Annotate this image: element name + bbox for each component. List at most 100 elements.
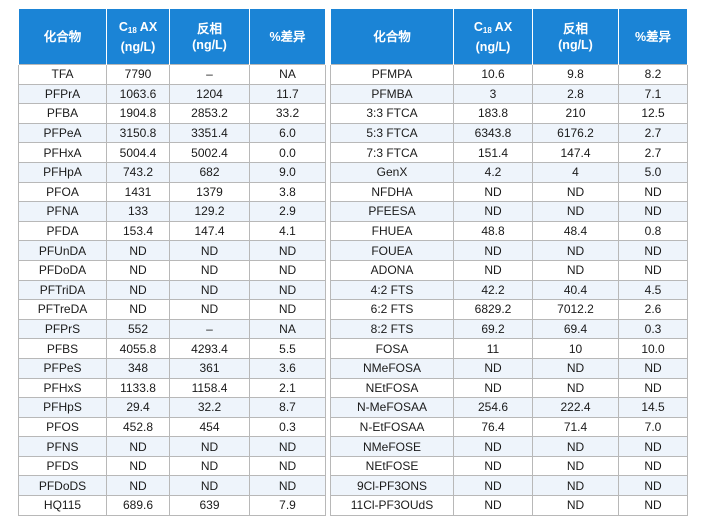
table-row: PFHxS 1133.8 1158.4 2.1 bbox=[18, 377, 326, 399]
cell-reversed-phase: 40.4 bbox=[532, 279, 619, 301]
cell-compound: PFNA bbox=[18, 201, 107, 222]
cell-c18-ax: ND bbox=[106, 475, 170, 497]
right-table-body: PFMPA 10.6 9.8 8.2 PFMBA 3 2.8 7.1 3:3 FTCA 183.8… bbox=[330, 64, 688, 516]
cell-reversed-phase: 1379 bbox=[169, 181, 250, 203]
table-row: PFNS ND ND ND bbox=[18, 436, 326, 457]
cell-compound: PFEESA bbox=[330, 201, 454, 222]
table-row: PFTreDA ND ND ND bbox=[18, 299, 326, 320]
cell-percent-diff: ND bbox=[249, 240, 326, 261]
table-row: NMeFOSA ND ND ND bbox=[330, 357, 688, 379]
cell-c18-ax: ND bbox=[453, 495, 533, 516]
table-row: NEtFOSE ND ND ND bbox=[330, 455, 688, 477]
cell-compound: PFDA bbox=[18, 220, 107, 242]
cell-reversed-phase: ND bbox=[169, 455, 250, 477]
table-row: 6:2 FTS 6829.2 7012.2 2.6 bbox=[330, 299, 688, 320]
table-row: 5:3 FTCA 6343.8 6176.2 2.7 bbox=[330, 122, 688, 144]
table-row: PFUnDA ND ND ND bbox=[18, 240, 326, 261]
table-row: PFMPA 10.6 9.8 8.2 bbox=[330, 64, 688, 85]
table-row: PFMBA 3 2.8 7.1 bbox=[330, 83, 688, 105]
cell-reversed-phase: 9.8 bbox=[532, 64, 619, 85]
cell-reversed-phase: ND bbox=[532, 259, 619, 281]
table-row: PFNA 133 129.2 2.9 bbox=[18, 201, 326, 222]
table-row: PFPrS 552– NA bbox=[18, 318, 326, 340]
cell-c18-ax: 4.2 bbox=[453, 161, 533, 183]
cell-reversed-phase: ND bbox=[169, 240, 250, 261]
table-row: NFDHA ND ND ND bbox=[330, 181, 688, 203]
cell-c18-ax: 42.2 bbox=[453, 279, 533, 301]
cell-compound: PFMPA bbox=[330, 64, 454, 85]
cell-reversed-phase: ND bbox=[169, 259, 250, 281]
cell-c18-ax: ND bbox=[453, 436, 533, 457]
cell-reversed-phase: ND bbox=[532, 475, 619, 497]
cell-percent-diff: 9.0 bbox=[249, 161, 326, 183]
cell-percent-diff: 0.3 bbox=[249, 416, 326, 438]
cell-c18-ax: 348 bbox=[106, 357, 170, 379]
cell-c18-ax: 151.4 bbox=[453, 142, 533, 163]
cell-reversed-phase: 147.4 bbox=[169, 220, 250, 242]
header-compound: 化合物 bbox=[330, 9, 454, 65]
table-row: TFA 7790– NA bbox=[18, 64, 326, 85]
cell-percent-diff: ND bbox=[249, 436, 326, 457]
cell-reversed-phase: 10 bbox=[532, 338, 619, 359]
cell-reversed-phase: 69.4 bbox=[532, 318, 619, 340]
table-row: PFTriDA ND ND ND bbox=[18, 279, 326, 301]
cell-reversed-phase: 682 bbox=[169, 161, 250, 183]
cell-percent-diff: ND bbox=[249, 259, 326, 281]
cell-compound: 7:3 FTCA bbox=[330, 142, 454, 163]
cell-compound: N-MeFOSAA bbox=[330, 397, 454, 418]
cell-percent-diff: ND bbox=[249, 475, 326, 497]
cell-percent-diff: 7.0 bbox=[618, 416, 688, 438]
cell-c18-ax: 1431 bbox=[106, 181, 170, 203]
cell-compound: PFOA bbox=[18, 181, 107, 203]
cell-reversed-phase: 4 bbox=[532, 161, 619, 183]
cell-reversed-phase: 71.4 bbox=[532, 416, 619, 438]
table-row: PFBS 4055.8 4293.4 5.5 bbox=[18, 338, 326, 359]
table-row: PFDoDS ND ND ND bbox=[18, 475, 326, 497]
cell-reversed-phase: ND bbox=[532, 436, 619, 457]
cell-percent-diff: ND bbox=[618, 240, 688, 261]
table-row: ADONA ND ND ND bbox=[330, 259, 688, 281]
cell-percent-diff: ND bbox=[618, 495, 688, 516]
cell-reversed-phase: 32.2 bbox=[169, 397, 250, 418]
cell-percent-diff: 0.8 bbox=[618, 220, 688, 242]
table-row: PFDA 153.4 147.4 4.1 bbox=[18, 220, 326, 242]
cell-c18-ax: 76.4 bbox=[453, 416, 533, 438]
header-percent-diff: %差异 bbox=[249, 9, 326, 65]
header-c18-ax: C18 AX (ng/L) bbox=[106, 9, 170, 65]
table-row: PFOA 1431 1379 3.8 bbox=[18, 181, 326, 203]
cell-c18-ax: 183.8 bbox=[453, 103, 533, 124]
cell-percent-diff: 11.7 bbox=[249, 83, 326, 105]
cell-reversed-phase: ND bbox=[532, 357, 619, 379]
cell-percent-diff: ND bbox=[249, 455, 326, 477]
table-row: PFPrA 1063.6 1204 11.7 bbox=[18, 83, 326, 105]
cell-c18-ax: 552 bbox=[106, 318, 170, 340]
cell-c18-ax: 10.6 bbox=[453, 64, 533, 85]
cell-reversed-phase: – bbox=[169, 64, 250, 85]
right-table-header: 化合物 C18 AX (ng/L) 反相 (ng/L) %差异 bbox=[330, 9, 688, 65]
cell-percent-diff: 5.5 bbox=[249, 338, 326, 359]
cell-c18-ax: ND bbox=[453, 455, 533, 477]
cell-c18-ax: 29.4 bbox=[106, 397, 170, 418]
cell-percent-diff: 14.5 bbox=[618, 397, 688, 418]
left-data-table: 化合物 C18 AX (ng/L) 反相 (ng/L) %差异 TFA 7790– NA… bbox=[18, 9, 326, 516]
cell-compound: 9Cl-PF3ONS bbox=[330, 475, 454, 497]
cell-compound: FOSA bbox=[330, 338, 454, 359]
cell-c18-ax: 153.4 bbox=[106, 220, 170, 242]
cell-reversed-phase: ND bbox=[532, 455, 619, 477]
cell-reversed-phase: ND bbox=[532, 377, 619, 399]
cell-compound: PFHxS bbox=[18, 377, 107, 399]
header-compound: 化合物 bbox=[18, 9, 107, 65]
left-table-header: 化合物 C18 AX (ng/L) 反相 (ng/L) %差异 bbox=[18, 9, 326, 65]
cell-compound: PFBA bbox=[18, 103, 107, 124]
cell-c18-ax: 5004.4 bbox=[106, 142, 170, 163]
cell-percent-diff: 7.9 bbox=[249, 495, 326, 516]
cell-compound: NMeFOSE bbox=[330, 436, 454, 457]
cell-reversed-phase: 222.4 bbox=[532, 397, 619, 418]
cell-percent-diff: ND bbox=[618, 201, 688, 222]
cell-reversed-phase: ND bbox=[169, 436, 250, 457]
cell-c18-ax: 1904.8 bbox=[106, 103, 170, 124]
table-row: 3:3 FTCA 183.8 210 12.5 bbox=[330, 103, 688, 124]
cell-compound: 4:2 FTS bbox=[330, 279, 454, 301]
cell-reversed-phase: – bbox=[169, 318, 250, 340]
cell-reversed-phase: 2853.2 bbox=[169, 103, 250, 124]
